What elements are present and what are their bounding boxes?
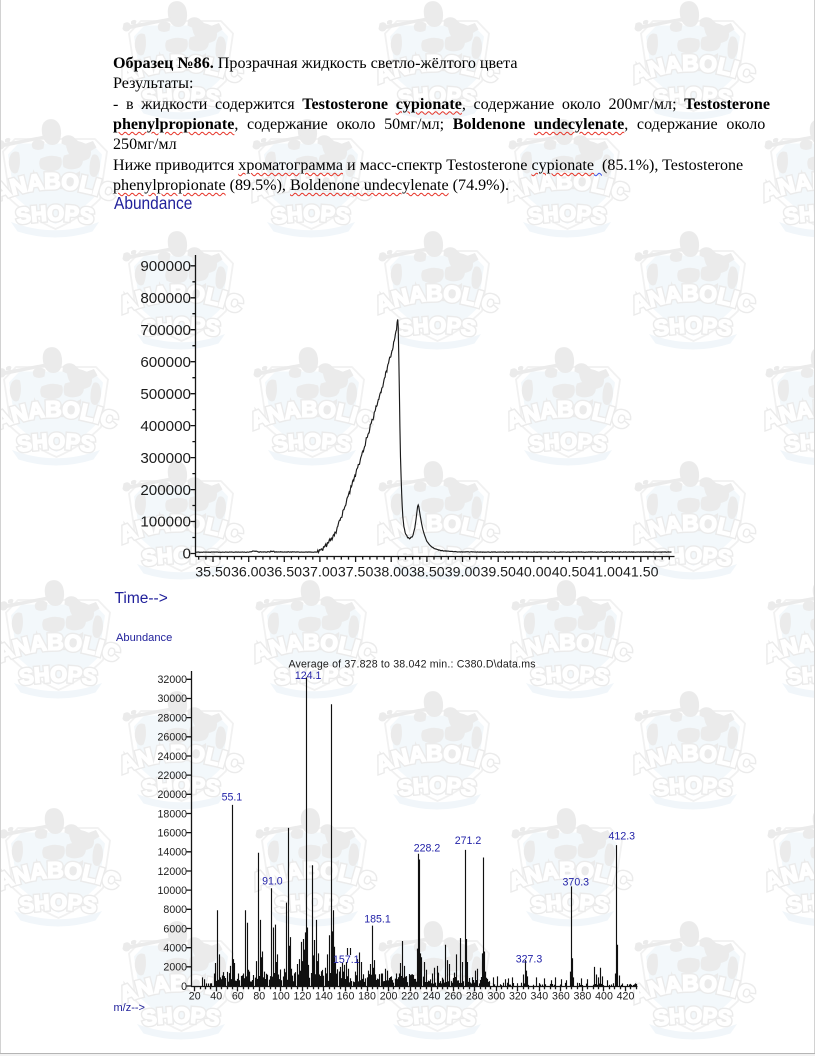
- svg-text:41.00: 41.00: [587, 564, 623, 580]
- svg-text:320: 320: [509, 991, 527, 1003]
- svg-text:420: 420: [617, 991, 635, 1003]
- svg-text:200: 200: [380, 991, 398, 1003]
- svg-text:39.00: 39.00: [445, 564, 481, 580]
- svg-text:180: 180: [358, 991, 376, 1003]
- svg-text:900000: 900000: [140, 258, 191, 275]
- svg-text:24000: 24000: [158, 751, 188, 763]
- svg-text:30000: 30000: [158, 693, 188, 705]
- svg-text:4000: 4000: [163, 943, 187, 955]
- svg-text:37.00: 37.00: [302, 564, 338, 580]
- svg-text:37.50: 37.50: [338, 564, 374, 580]
- svg-text:35.50: 35.50: [195, 564, 231, 580]
- svg-text:40: 40: [210, 991, 222, 1003]
- svg-text:38.00: 38.00: [373, 564, 409, 580]
- svg-text:300: 300: [487, 991, 505, 1003]
- svg-text:228.2: 228.2: [414, 843, 441, 855]
- svg-text:26000: 26000: [158, 732, 188, 744]
- svg-text:280: 280: [466, 991, 484, 1003]
- svg-text:157.1: 157.1: [333, 954, 360, 966]
- svg-text:380: 380: [574, 991, 592, 1003]
- svg-text:271.2: 271.2: [455, 835, 482, 847]
- svg-text:124.1: 124.1: [295, 670, 322, 682]
- svg-text:32000: 32000: [158, 674, 188, 686]
- svg-text:400000: 400000: [140, 418, 191, 435]
- svg-text:36.00: 36.00: [231, 564, 267, 580]
- svg-text:160: 160: [337, 991, 355, 1003]
- svg-text:60: 60: [232, 991, 244, 1003]
- svg-text:327.3: 327.3: [516, 954, 543, 966]
- svg-text:500000: 500000: [140, 386, 191, 403]
- svg-text:20000: 20000: [158, 789, 188, 801]
- svg-text:39.50: 39.50: [480, 564, 516, 580]
- svg-text:360: 360: [552, 991, 570, 1003]
- svg-text:22000: 22000: [158, 770, 188, 782]
- svg-text:Average of 37.828 to 38.042 mi: Average of 37.828 to 38.042 min.: C380.D…: [289, 659, 536, 671]
- svg-text:600000: 600000: [140, 354, 191, 371]
- svg-text:0: 0: [181, 981, 187, 993]
- svg-text:200000: 200000: [140, 482, 191, 499]
- svg-text:6000: 6000: [163, 923, 187, 935]
- svg-text:260: 260: [444, 991, 462, 1003]
- svg-text:18000: 18000: [158, 808, 188, 820]
- svg-text:412.3: 412.3: [609, 831, 636, 843]
- svg-text:240: 240: [423, 991, 441, 1003]
- svg-text:220: 220: [401, 991, 419, 1003]
- svg-text:0: 0: [183, 546, 191, 563]
- svg-text:16000: 16000: [158, 827, 188, 839]
- svg-text:91.0: 91.0: [262, 876, 283, 888]
- svg-text:185.1: 185.1: [364, 914, 391, 926]
- svg-text:12000: 12000: [158, 866, 188, 878]
- svg-text:38.50: 38.50: [409, 564, 445, 580]
- svg-text:2000: 2000: [163, 962, 187, 974]
- svg-text:100000: 100000: [140, 514, 191, 531]
- svg-text:41.50: 41.50: [623, 564, 659, 580]
- svg-text:80: 80: [253, 991, 265, 1003]
- svg-text:20: 20: [189, 991, 201, 1003]
- svg-text:10000: 10000: [158, 885, 188, 897]
- svg-text:8000: 8000: [163, 904, 187, 916]
- svg-text:55.1: 55.1: [222, 791, 243, 803]
- svg-text:400: 400: [595, 991, 613, 1003]
- svg-text:300000: 300000: [140, 450, 191, 467]
- svg-text:40.00: 40.00: [516, 564, 552, 580]
- svg-text:700000: 700000: [140, 322, 191, 339]
- svg-text:36.50: 36.50: [267, 564, 303, 580]
- svg-text:370.3: 370.3: [563, 877, 590, 889]
- svg-text:28000: 28000: [158, 712, 188, 724]
- svg-text:340: 340: [530, 991, 548, 1003]
- svg-text:14000: 14000: [158, 847, 188, 859]
- svg-text:140: 140: [315, 991, 333, 1003]
- svg-text:800000: 800000: [140, 290, 191, 307]
- svg-text:40.50: 40.50: [552, 564, 588, 580]
- svg-text:120: 120: [294, 991, 312, 1003]
- svg-text:100: 100: [272, 991, 290, 1003]
